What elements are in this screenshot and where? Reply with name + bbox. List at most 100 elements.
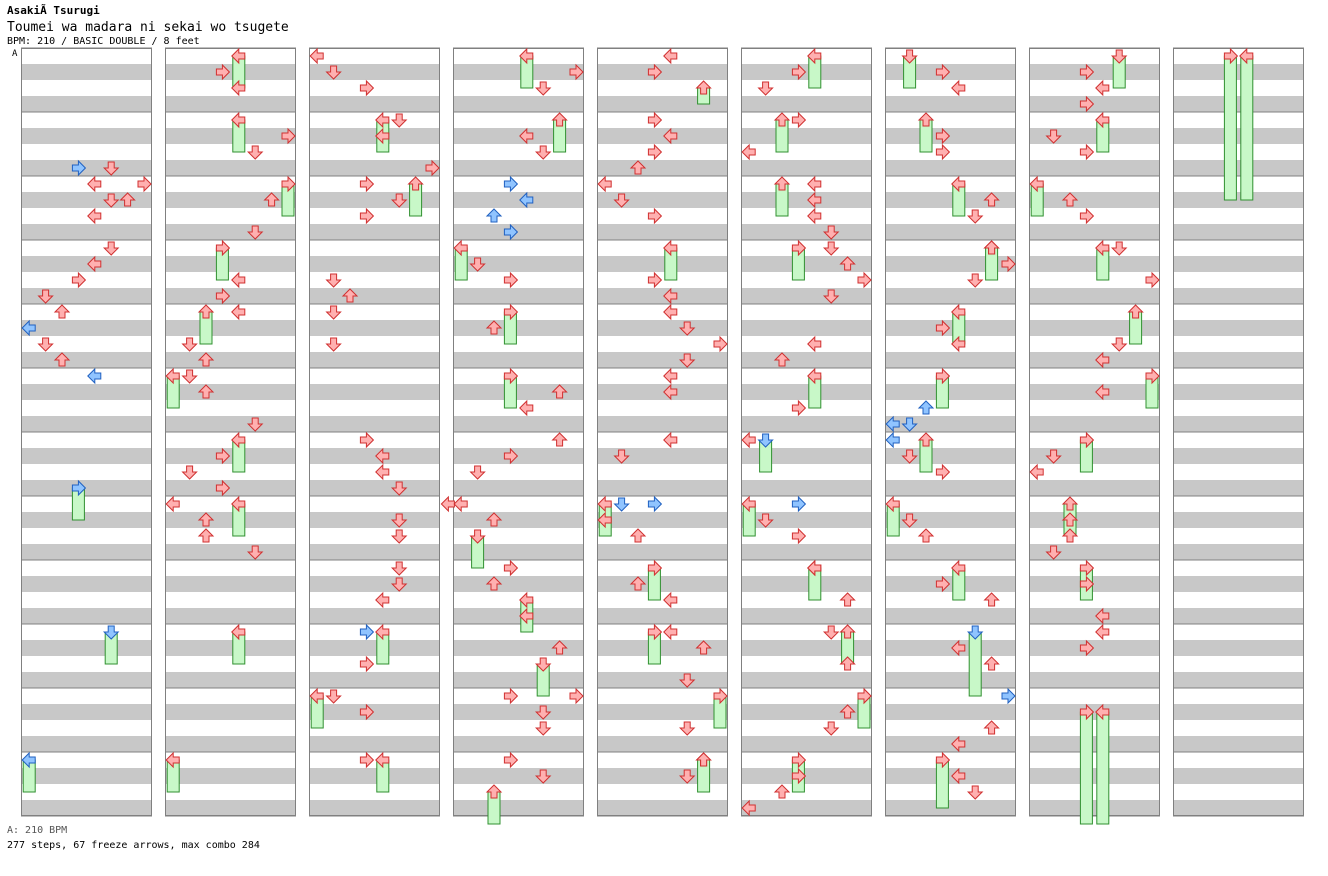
beat-stripe xyxy=(21,96,152,112)
beat-stripe xyxy=(597,192,728,208)
step-arrow xyxy=(822,625,840,640)
beat-stripe xyxy=(741,608,872,624)
beat-stripe xyxy=(885,480,1016,496)
step-arrow xyxy=(678,353,696,368)
beat-stripe xyxy=(1029,768,1160,784)
beat-stripe xyxy=(1173,128,1304,144)
step-arrow xyxy=(325,273,342,288)
step-arrow xyxy=(1095,607,1110,625)
beat-stripe xyxy=(21,608,152,624)
step-arrow xyxy=(935,127,951,145)
beat-stripe xyxy=(165,288,296,304)
beat-stripe xyxy=(1029,192,1160,208)
beat-stripe xyxy=(309,544,440,560)
column-border xyxy=(885,48,1016,816)
beat-stripe xyxy=(885,192,1016,208)
beat-stripe xyxy=(309,96,440,112)
beat-stripe xyxy=(1173,224,1304,240)
freeze-head-arrow xyxy=(951,303,966,321)
step-arrow xyxy=(807,335,822,353)
step-arrow xyxy=(53,352,71,367)
beat-stripe xyxy=(597,704,728,720)
beat-stripe xyxy=(165,384,296,400)
step-arrow xyxy=(503,175,519,193)
beat-stripe xyxy=(1173,448,1304,464)
freeze-head-arrow xyxy=(791,751,807,769)
step-arrow xyxy=(822,241,840,256)
step-arrow xyxy=(1095,383,1110,401)
beat-stripe xyxy=(1173,512,1304,528)
step-arrow xyxy=(231,79,246,97)
beat-stripe xyxy=(453,608,584,624)
beat-stripe xyxy=(309,192,440,208)
step-arrow xyxy=(215,287,231,305)
beat-stripe xyxy=(1029,544,1160,560)
beat-stripe xyxy=(165,640,296,656)
step-arrow xyxy=(695,752,712,767)
freeze-head-arrow xyxy=(485,784,503,799)
beat-stripe xyxy=(453,544,584,560)
beat-stripe xyxy=(21,256,152,272)
beat-stripe xyxy=(885,512,1016,528)
step-arrow xyxy=(713,335,728,353)
beat-stripe xyxy=(741,416,872,432)
footer-bpm-note: A: 210 BPM xyxy=(7,825,68,836)
beat-stripe xyxy=(453,416,584,432)
step-arrow xyxy=(1001,255,1016,273)
step-arrow xyxy=(647,111,663,129)
step-arrow xyxy=(647,63,663,81)
beat-stripe xyxy=(597,544,728,560)
step-arrow xyxy=(503,447,519,465)
step-arrow xyxy=(87,367,102,385)
beat-stripe xyxy=(1029,384,1160,400)
footer-stats: 277 steps, 67 freeze arrows, max combo 2… xyxy=(7,840,260,851)
beat-stripe xyxy=(165,448,296,464)
step-arrow xyxy=(663,287,678,305)
beat-stripe xyxy=(453,512,584,528)
step-arrow xyxy=(197,384,215,399)
beat-stripe xyxy=(453,640,584,656)
step-arrow xyxy=(425,159,440,177)
step-arrow xyxy=(663,431,678,449)
beat-stripe xyxy=(597,800,728,816)
freeze-head-arrow xyxy=(519,47,534,65)
freeze-head-arrow xyxy=(375,111,390,129)
step-arrow xyxy=(263,192,280,207)
beat-stripe xyxy=(885,736,1016,752)
freeze-head-arrow xyxy=(647,623,663,641)
beat-stripe xyxy=(309,672,440,688)
freeze-body xyxy=(1096,711,1110,825)
step-arrow xyxy=(773,784,791,799)
beat-stripe xyxy=(1173,640,1304,656)
beat-stripe xyxy=(1029,640,1160,656)
step-arrow xyxy=(935,143,951,161)
beat-stripe xyxy=(453,320,584,336)
column-border xyxy=(741,48,872,816)
freeze-head-arrow xyxy=(375,623,390,641)
step-arrow xyxy=(21,319,36,337)
beat-stripe xyxy=(309,768,440,784)
freeze-head-arrow xyxy=(1223,47,1239,65)
column-border xyxy=(453,48,584,816)
beat-stripe xyxy=(453,64,584,80)
step-arrow xyxy=(453,495,468,513)
step-arrow xyxy=(613,193,630,208)
beat-stripe xyxy=(1173,352,1304,368)
freeze-head-arrow xyxy=(309,687,324,705)
step-arrow xyxy=(534,721,552,736)
freeze-head-arrow xyxy=(935,751,951,769)
freeze-head-arrow xyxy=(1079,431,1095,449)
beat-stripe xyxy=(453,448,584,464)
step-arrow xyxy=(951,639,966,657)
freeze-head-arrow xyxy=(281,175,296,193)
beat-stripe xyxy=(1173,384,1304,400)
step-arrow xyxy=(951,735,966,753)
step-arrow xyxy=(215,447,231,465)
beat-stripe xyxy=(309,352,440,368)
step-arrow xyxy=(1001,687,1016,705)
step-arrow xyxy=(1079,575,1095,593)
step-arrow xyxy=(390,193,408,208)
beat-stripe xyxy=(309,416,440,432)
step-arrow xyxy=(281,127,296,145)
beat-stripe xyxy=(885,800,1016,816)
